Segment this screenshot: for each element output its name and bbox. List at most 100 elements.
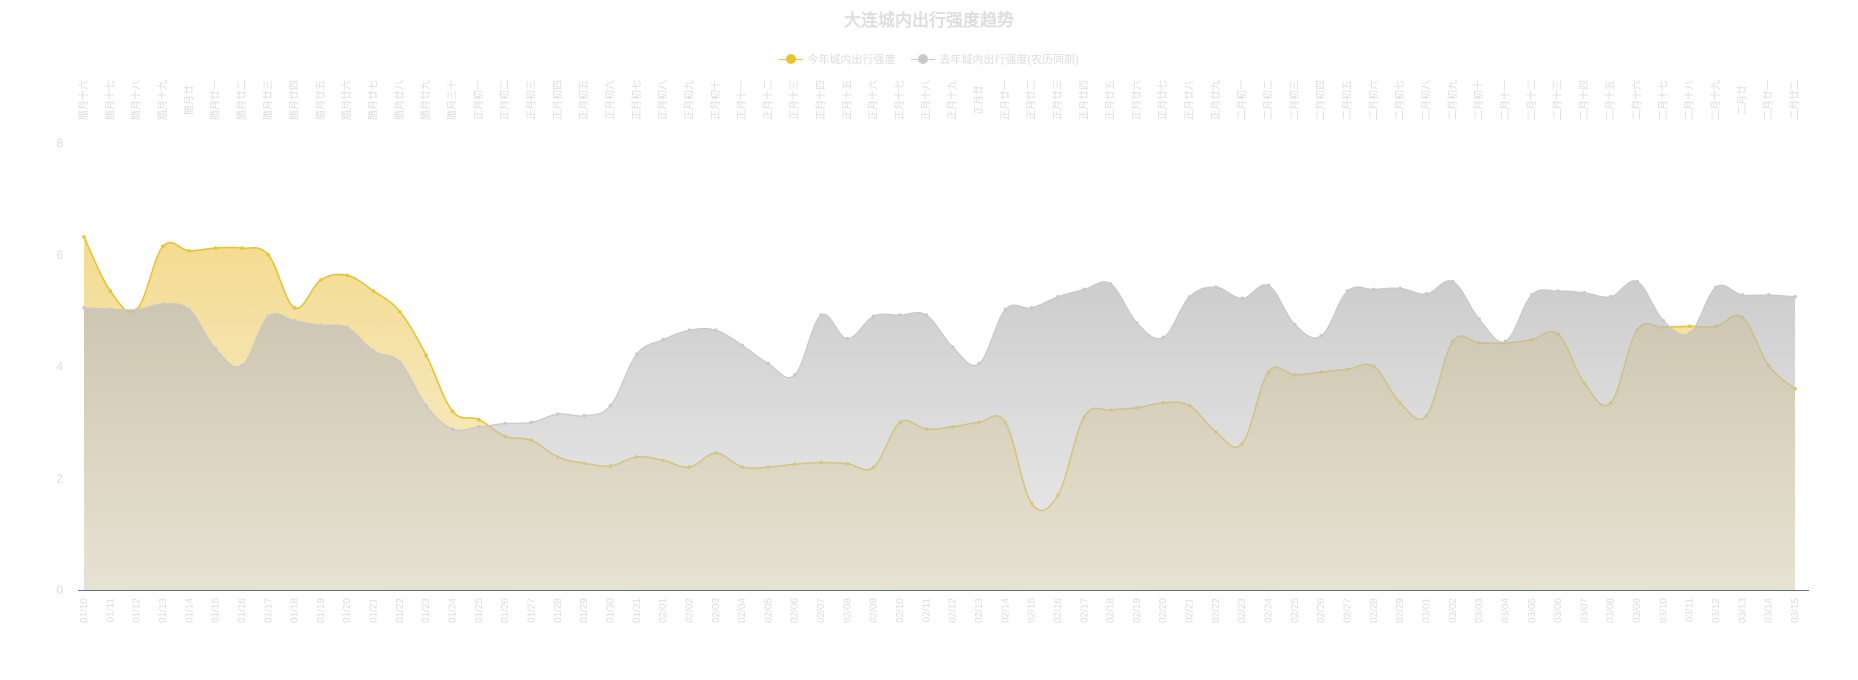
legend-item-this-year[interactable]: 今年城内出行强度 [779,51,895,67]
data-point[interactable] [634,352,639,357]
data-point[interactable] [687,328,692,332]
data-point[interactable] [108,289,113,293]
data-point[interactable] [240,246,244,250]
data-point[interactable] [161,244,165,249]
data-point[interactable] [213,246,218,250]
data-point[interactable] [345,325,350,330]
data-point[interactable] [1608,294,1613,299]
data-point[interactable] [1214,285,1218,289]
data-point[interactable] [1003,307,1008,312]
data-point[interactable] [1740,293,1745,297]
data-point[interactable] [1240,296,1245,301]
data-point[interactable] [266,252,271,257]
data-point[interactable] [1714,285,1718,289]
data-point[interactable] [1477,317,1481,321]
data-point[interactable] [187,249,192,253]
top-tick-label: 腊月廿三 [262,80,274,120]
data-point[interactable] [1529,293,1534,297]
top-tick-label: 正月廿三 [1052,80,1064,120]
data-point[interactable] [319,323,323,327]
data-point[interactable] [556,412,560,416]
x-tick-label: 03/03 [1474,598,1485,623]
data-point[interactable] [871,314,876,319]
data-point[interactable] [1766,293,1771,297]
data-point[interactable] [819,313,823,317]
data-point[interactable] [1793,294,1797,299]
data-point[interactable] [450,427,455,431]
legend-item-last-year[interactable]: 去年城内出行强度(农历同期) [911,51,1079,67]
data-point[interactable] [1187,294,1192,299]
data-point[interactable] [450,409,455,414]
data-point[interactable] [134,307,139,312]
data-point[interactable] [529,420,534,425]
data-point[interactable] [1029,306,1034,310]
top-tick-label: 正月十七 [893,80,906,120]
x-tick-label: 02/24 [1264,598,1275,623]
data-point[interactable] [1345,289,1350,293]
data-point[interactable] [1108,282,1113,286]
data-point[interactable] [1687,331,1692,335]
data-point[interactable] [1161,335,1166,340]
data-point[interactable] [845,336,850,341]
data-point[interactable] [1398,286,1402,291]
data-point[interactable] [398,360,402,364]
data-point[interactable] [424,403,429,408]
data-point[interactable] [977,361,981,366]
data-point[interactable] [1503,339,1508,344]
top-tick-label: 正月初八 [656,80,669,120]
data-point[interactable] [1266,283,1271,288]
data-point[interactable] [608,403,613,408]
x-tick-label: 01/23 [421,598,432,623]
data-point[interactable] [924,313,929,317]
data-point[interactable] [1424,292,1429,296]
data-point[interactable] [1635,279,1639,284]
x-tick-label: 03/05 [1527,598,1538,623]
legend: 今年城内出行强度 去年城内出行强度(农历同期) [0,51,1858,67]
data-point[interactable] [477,425,481,429]
data-point[interactable] [1056,294,1060,299]
data-point[interactable] [213,346,218,351]
data-point[interactable] [371,349,376,353]
data-point[interactable] [187,307,192,312]
data-point[interactable] [1082,287,1087,292]
data-point[interactable] [766,361,771,366]
data-point[interactable] [898,313,902,317]
data-point[interactable] [108,307,113,311]
data-point[interactable] [503,421,507,426]
data-point[interactable] [1556,289,1560,293]
data-point[interactable] [1293,322,1297,327]
data-point[interactable] [582,413,586,418]
data-point[interactable] [661,337,665,342]
data-point[interactable] [240,363,244,368]
data-point[interactable] [1372,287,1376,292]
data-point[interactable] [319,278,323,282]
data-point[interactable] [1135,321,1139,325]
data-point[interactable] [345,273,350,278]
x-tick-label: 03/13 [1737,598,1748,623]
top-tick-label: 正月十五 [840,80,853,120]
data-point[interactable] [266,314,271,319]
data-point[interactable] [398,309,402,314]
data-point[interactable] [292,318,297,323]
data-point[interactable] [740,343,744,348]
data-point[interactable] [1319,333,1323,338]
data-point[interactable] [1582,290,1587,295]
data-point[interactable] [792,373,797,377]
data-point[interactable] [371,289,376,293]
data-point[interactable] [477,417,481,422]
data-point[interactable] [82,235,86,239]
data-point[interactable] [950,345,955,349]
x-tick-label: 02/07 [816,598,827,623]
data-point[interactable] [1661,318,1666,323]
top-tick-label: 正月十二 [761,80,774,120]
data-point[interactable] [82,306,86,310]
data-point[interactable] [1451,279,1455,284]
x-tick-label: 02/02 [684,598,695,623]
top-tick-label: 腊月廿八 [394,80,406,120]
data-point[interactable] [161,302,165,306]
data-point[interactable] [292,306,297,310]
data-point[interactable] [713,328,718,332]
data-point[interactable] [424,353,429,358]
top-tick-label: 二月初十 [1472,80,1485,120]
data-point[interactable] [1687,324,1692,329]
